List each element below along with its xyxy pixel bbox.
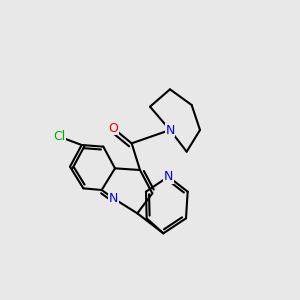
Text: O: O	[108, 122, 118, 135]
Text: N: N	[164, 170, 173, 183]
Text: N: N	[109, 192, 118, 205]
Text: N: N	[165, 124, 175, 136]
Text: Cl: Cl	[53, 130, 65, 143]
